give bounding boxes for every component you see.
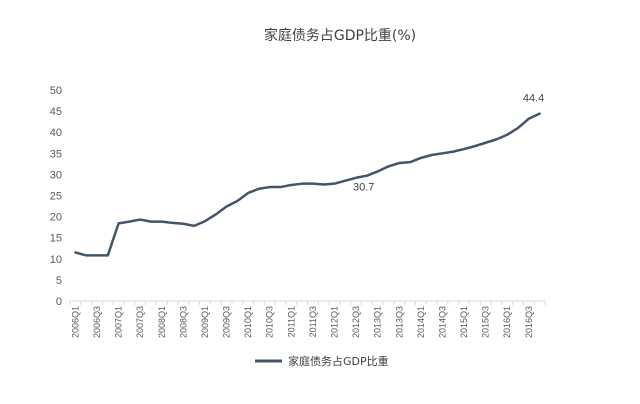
x-tick-label: 2011Q3 (308, 306, 318, 337)
x-tick-label: 2012Q3 (351, 306, 361, 338)
chart-title: 家庭债务占GDP比重(%) (264, 27, 416, 44)
y-axis: 0 5 10 15 20 25 30 35 40 45 50 (50, 85, 62, 308)
x-tick-label: 2015Q1 (459, 306, 469, 338)
x-tick-label: 2009Q1 (200, 306, 210, 338)
y-tick-label: 15 (50, 233, 62, 245)
x-tick-label: 2006Q3 (92, 306, 102, 338)
x-tick-label: 2012Q1 (329, 306, 339, 338)
legend: 家庭债务占GDP比重 (255, 354, 389, 368)
y-tick-label: 25 (50, 191, 62, 203)
x-tick-label: 2008Q1 (157, 306, 167, 338)
annotation-layer: 30.7 44.4 (353, 93, 544, 194)
x-tick-label: 2008Q3 (178, 306, 188, 338)
x-tick-label: 2009Q3 (222, 306, 232, 338)
x-tick-label: 2014Q3 (437, 306, 447, 338)
x-axis: 2006Q1 2006Q3 2007Q1 2007Q3 2008Q1 2008Q3 2009… (69, 300, 546, 338)
x-tick-label: 2013Q3 (394, 306, 404, 338)
x-tick-label: 2010Q3 (265, 306, 275, 338)
y-tick-label: 40 (50, 127, 62, 139)
data-label: 44.4 (523, 93, 544, 105)
data-label: 30.7 (353, 181, 374, 193)
series-layer (74, 112, 541, 257)
y-tick-label: 10 (50, 254, 62, 266)
x-tick-label: 2016Q3 (524, 306, 534, 338)
x-tick-label: 2013Q1 (373, 306, 383, 338)
y-tick-label: 20 (50, 212, 62, 224)
y-tick-label: 45 (50, 106, 62, 118)
y-tick-label: 35 (50, 148, 62, 160)
y-tick-label: 50 (50, 85, 62, 97)
x-tick-label: 2015Q3 (481, 306, 491, 338)
x-tick-label: 2007Q3 (135, 306, 145, 338)
x-tick-label: 2014Q1 (416, 306, 426, 338)
y-tick-label: 0 (56, 296, 62, 308)
y-tick-label: 5 (56, 275, 62, 287)
x-tick-label: 2007Q1 (114, 306, 124, 338)
series-line-0 (74, 112, 541, 257)
x-tick-label: 2006Q1 (70, 306, 80, 338)
x-tick-label: 2016Q1 (502, 306, 512, 338)
legend-label: 家庭债务占GDP比重 (288, 354, 389, 368)
x-tick-label: 2010Q1 (243, 306, 253, 338)
y-tick-label: 30 (50, 169, 62, 181)
x-tick-label: 2011Q1 (286, 306, 296, 337)
